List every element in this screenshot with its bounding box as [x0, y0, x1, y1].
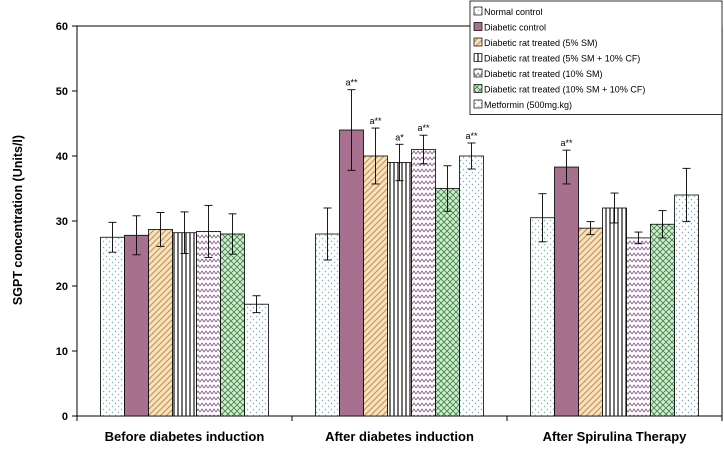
legend-entry: Metformin (500mg.kg)	[484, 100, 572, 110]
bar	[626, 237, 651, 417]
legend-swatch	[473, 84, 483, 93]
bar	[674, 194, 699, 417]
y-tick-label: 50	[56, 86, 68, 98]
bars: a** a** a* a** a** a**	[100, 78, 699, 417]
y-tick-label: 30	[56, 216, 68, 228]
significance-label: a**	[560, 138, 573, 148]
legend: Normal control Diabetic control Diabetic r…	[469, 0, 723, 115]
x-category-label: After Spirulina Therapy	[543, 429, 688, 444]
significance-label: a**	[345, 78, 358, 88]
legend-swatch	[473, 68, 483, 78]
legend-swatch	[473, 53, 483, 62]
bar	[100, 236, 125, 417]
bar	[339, 129, 364, 417]
y-tick-label: 10	[56, 346, 68, 358]
bar	[148, 229, 173, 417]
legend-swatch	[473, 99, 483, 109]
y-tick-label: 20	[56, 281, 68, 293]
bar	[220, 233, 245, 417]
bar	[650, 223, 675, 417]
legend-entry: Diabetic rat treated (5% SM + 10% CF)	[484, 54, 640, 64]
legend-entry: Diabetic rat treated (5% SM)	[484, 38, 598, 48]
legend-swatch	[473, 6, 483, 16]
bar	[530, 217, 555, 417]
significance-label: a**	[465, 131, 478, 141]
significance-label: a**	[369, 116, 382, 126]
bar	[435, 188, 460, 417]
y-axis-label: SGPT concentration (Units/l)	[11, 135, 25, 305]
bar	[172, 232, 197, 417]
x-category-label: Before diabetes induction	[105, 429, 265, 444]
bar	[554, 166, 579, 417]
x-category-label: After diabetes induction	[325, 429, 474, 444]
bar	[244, 303, 269, 417]
y-tick-label: 60	[56, 21, 68, 33]
legend-swatch	[473, 22, 483, 31]
y-tick-label: 0	[62, 411, 68, 423]
legend-entry: Diabetic rat treated (10% SM + 10% CF)	[484, 85, 645, 95]
legend-swatch	[473, 37, 483, 47]
bar	[196, 230, 221, 417]
bar	[363, 155, 388, 417]
legend-entry: Diabetic rat treated (10% SM)	[484, 69, 603, 79]
legend-entry: Diabetic control	[484, 23, 546, 33]
bar	[315, 233, 340, 417]
bar	[602, 207, 627, 417]
significance-label: a**	[417, 123, 430, 133]
significance-label: a*	[395, 132, 404, 142]
axis-labels: 0 10 20 30 40 50 60 Before diabetes induction Af…	[56, 21, 687, 444]
y-tick-label: 40	[56, 151, 68, 163]
bar	[387, 162, 412, 417]
bar	[578, 227, 603, 417]
bar	[459, 155, 484, 417]
legend-entry: Normal control	[484, 7, 543, 17]
bar	[124, 234, 149, 417]
legend-box	[469, 0, 723, 115]
bar	[411, 149, 436, 417]
